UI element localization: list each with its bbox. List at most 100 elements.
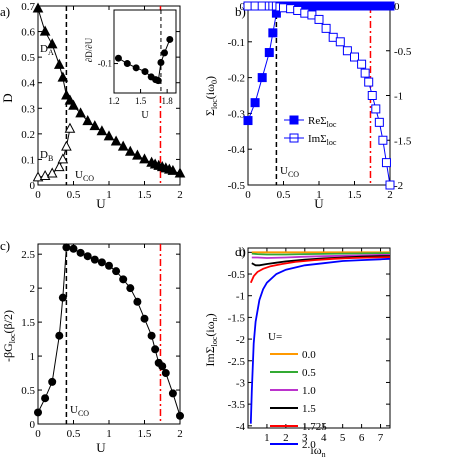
data-point bbox=[385, 180, 395, 190]
y-tick-label: -3.5 bbox=[228, 399, 246, 411]
panel-b-letter: b) bbox=[235, 4, 246, 19]
data-point bbox=[53, 161, 65, 172]
curve-u-0.5 bbox=[251, 252, 390, 256]
panel-d-ticks: 1 2 3 4 5 6 7 0 -0.5 -1 -1.5 -2 -2.5 -3 -3.5 -4 bbox=[228, 247, 390, 444]
y-tick-label: 1.5 bbox=[21, 317, 35, 329]
legend-label: 1.5 bbox=[302, 403, 316, 415]
panel-c: c) 0 0.5 1 1.5 2 0 0.5 1 1.5 2 2.5 U -βGloc(β/2) U… bbox=[0, 238, 184, 455]
panel-d: d) 1 2 3 4 5 6 70-0.5-1-1.5-2-2.5-3-3.5-4 iωn … bbox=[203, 244, 391, 459]
data-point bbox=[342, 46, 352, 56]
x-tick-label: 2 bbox=[283, 432, 289, 444]
data-point bbox=[57, 71, 69, 82]
data-point bbox=[374, 117, 384, 127]
data-point bbox=[53, 58, 65, 69]
data-point bbox=[158, 362, 167, 371]
data-point bbox=[161, 369, 170, 378]
data-point bbox=[371, 104, 381, 114]
data-point bbox=[46, 167, 58, 178]
label-UCO-a: UCO bbox=[75, 169, 94, 183]
x-tick-label: 2 bbox=[177, 189, 183, 201]
legend-label: 0.5 bbox=[302, 367, 316, 379]
data-point bbox=[250, 98, 260, 108]
inset-point bbox=[123, 60, 131, 68]
panel-d-ylabel: ImΣloc(iωn) bbox=[203, 313, 219, 366]
data-point bbox=[126, 284, 135, 293]
label-DA: DA bbox=[40, 43, 54, 57]
label-UCO-c: UCO bbox=[70, 404, 89, 418]
y-tick-label: -0.3 bbox=[228, 108, 246, 120]
legend-label: 2.0 bbox=[302, 439, 316, 451]
y-tick-label: -0.2 bbox=[228, 73, 245, 85]
y-tick-label: -1 bbox=[236, 291, 245, 303]
panel-c-series bbox=[34, 243, 184, 420]
data-point bbox=[57, 153, 69, 164]
panel-d-series bbox=[249, 251, 391, 424]
panel-d-frame bbox=[247, 247, 391, 429]
y-tick-label: 0 bbox=[30, 180, 36, 192]
data-point bbox=[321, 23, 331, 33]
data-point bbox=[76, 248, 85, 257]
data-point bbox=[61, 89, 72, 100]
series-line bbox=[37, 246, 181, 416]
panel-b-ylabel: Σloc(iω0) bbox=[203, 76, 219, 116]
inset-point bbox=[114, 54, 122, 62]
y-tick-label: 1 bbox=[30, 351, 36, 363]
data-point bbox=[61, 140, 72, 151]
legend-label-im: ImΣloc bbox=[308, 133, 337, 147]
x-tick-label: 3 bbox=[302, 432, 308, 444]
y-tick-label: 0.6 bbox=[21, 27, 35, 39]
data-point bbox=[268, 28, 278, 38]
x-tick-label: 1 bbox=[106, 189, 112, 201]
x-tick-label: 2 bbox=[387, 189, 393, 201]
x-tick-label: 0.5 bbox=[277, 189, 291, 201]
inset-xlabel: U bbox=[141, 110, 149, 121]
y-tick-label: -0.5 bbox=[228, 180, 246, 192]
y-tick-label: 0.5 bbox=[21, 385, 35, 397]
panel-a-inset: 1.2 1.5 1.8 -0.1 U ∂D/∂U bbox=[84, 9, 177, 121]
panel-b-legend: ReΣloc ImΣloc bbox=[284, 115, 337, 147]
inset-point bbox=[141, 68, 149, 76]
x-tick-label: 0 bbox=[245, 189, 251, 201]
y-tick-label: -1.5 bbox=[228, 312, 246, 324]
y-tick-label: -3 bbox=[236, 377, 246, 389]
data-point bbox=[62, 243, 71, 252]
panel-c-xlabel: U bbox=[96, 440, 106, 455]
x-tick-label: 0.5 bbox=[67, 428, 81, 440]
inset-ticks: 1.2 1.5 1.8 -0.1 bbox=[98, 59, 174, 106]
y-tick-label: -0.1 bbox=[228, 37, 245, 49]
label-DB: DB bbox=[40, 149, 53, 163]
data-point bbox=[39, 25, 51, 36]
panel-c-letter: c) bbox=[0, 238, 10, 253]
x-tick-label: 1 bbox=[106, 428, 112, 440]
y-tick-label: -4 bbox=[236, 421, 246, 433]
data-point bbox=[168, 389, 177, 398]
data-point bbox=[257, 73, 267, 83]
data-point bbox=[55, 331, 64, 340]
inset-x-tick-label: 1.5 bbox=[135, 96, 147, 106]
x-tick-label: 1 bbox=[264, 432, 270, 444]
curve-u-2.0 bbox=[249, 257, 391, 424]
inset-series bbox=[114, 10, 174, 93]
y-tick-label: 0.5 bbox=[21, 52, 35, 64]
legend-label: 1.0 bbox=[302, 385, 316, 397]
data-point bbox=[32, 171, 44, 182]
data-point bbox=[381, 158, 391, 168]
inset-x-tick-label: 1.8 bbox=[162, 96, 174, 106]
data-point bbox=[64, 94, 76, 105]
data-point bbox=[119, 275, 128, 284]
data-point bbox=[117, 140, 129, 151]
panel-b-series bbox=[243, 1, 395, 190]
x-tick-label: 1.5 bbox=[138, 428, 152, 440]
data-point bbox=[105, 261, 113, 270]
panel-a-letter: a) bbox=[0, 4, 10, 19]
y-tick-right-label: -1 bbox=[394, 91, 403, 103]
data-point bbox=[124, 145, 136, 156]
x-tick-label: 1 bbox=[316, 189, 322, 201]
data-point bbox=[110, 135, 122, 146]
data-point bbox=[112, 267, 121, 276]
y-tick-right-label: -1.5 bbox=[394, 135, 412, 147]
curve-u-1.5 bbox=[251, 255, 390, 267]
data-point bbox=[243, 116, 253, 126]
data-point bbox=[335, 37, 345, 47]
y-tick-label: 0 bbox=[240, 247, 246, 259]
